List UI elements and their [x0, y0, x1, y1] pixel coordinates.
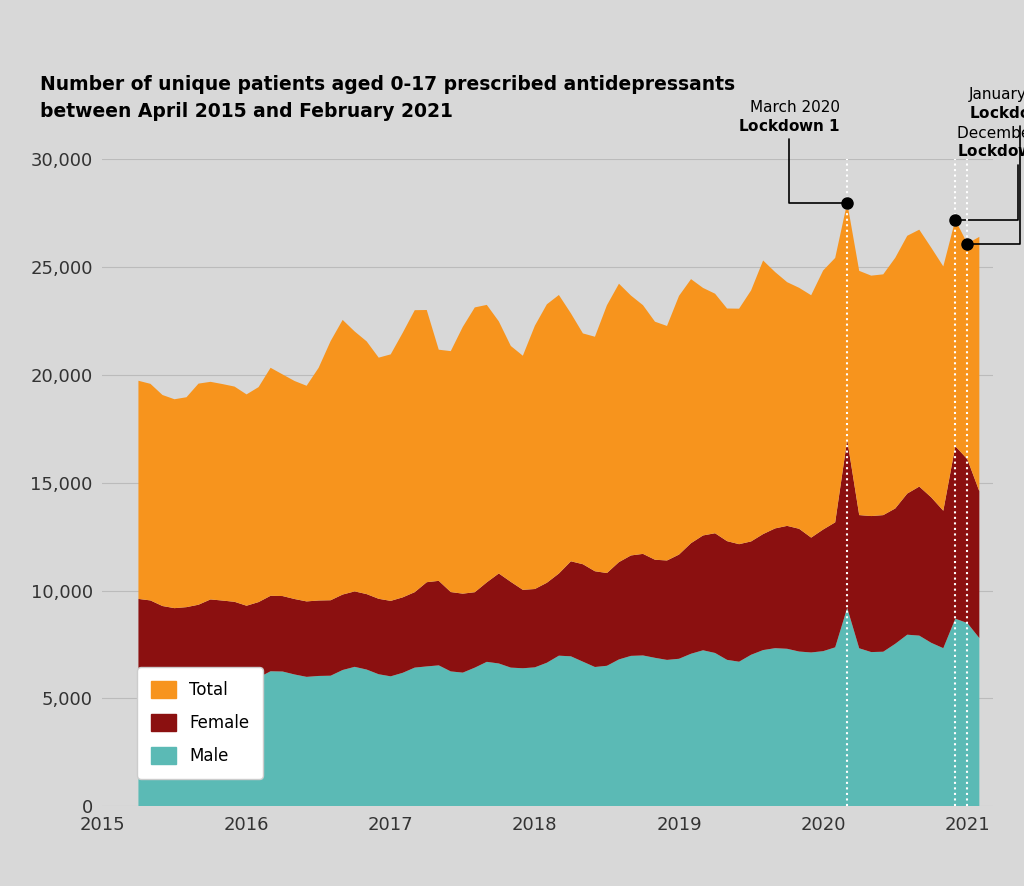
Legend: Total, Female, Male: Total, Female, Male — [137, 667, 262, 779]
Text: January 2020
$\bf{Lockdown\ 3}$: January 2020 $\bf{Lockdown\ 3}$ — [969, 87, 1024, 244]
Text: March 2020
$\bf{Lockdown\ 1}$: March 2020 $\bf{Lockdown\ 1}$ — [738, 100, 845, 203]
Text: Number of unique patients aged 0-17 prescribed antidepressants
between April 201: Number of unique patients aged 0-17 pres… — [40, 75, 735, 120]
Text: December 2020
$\bf{Lockdown\ 2}$: December 2020 $\bf{Lockdown\ 2}$ — [956, 126, 1024, 220]
